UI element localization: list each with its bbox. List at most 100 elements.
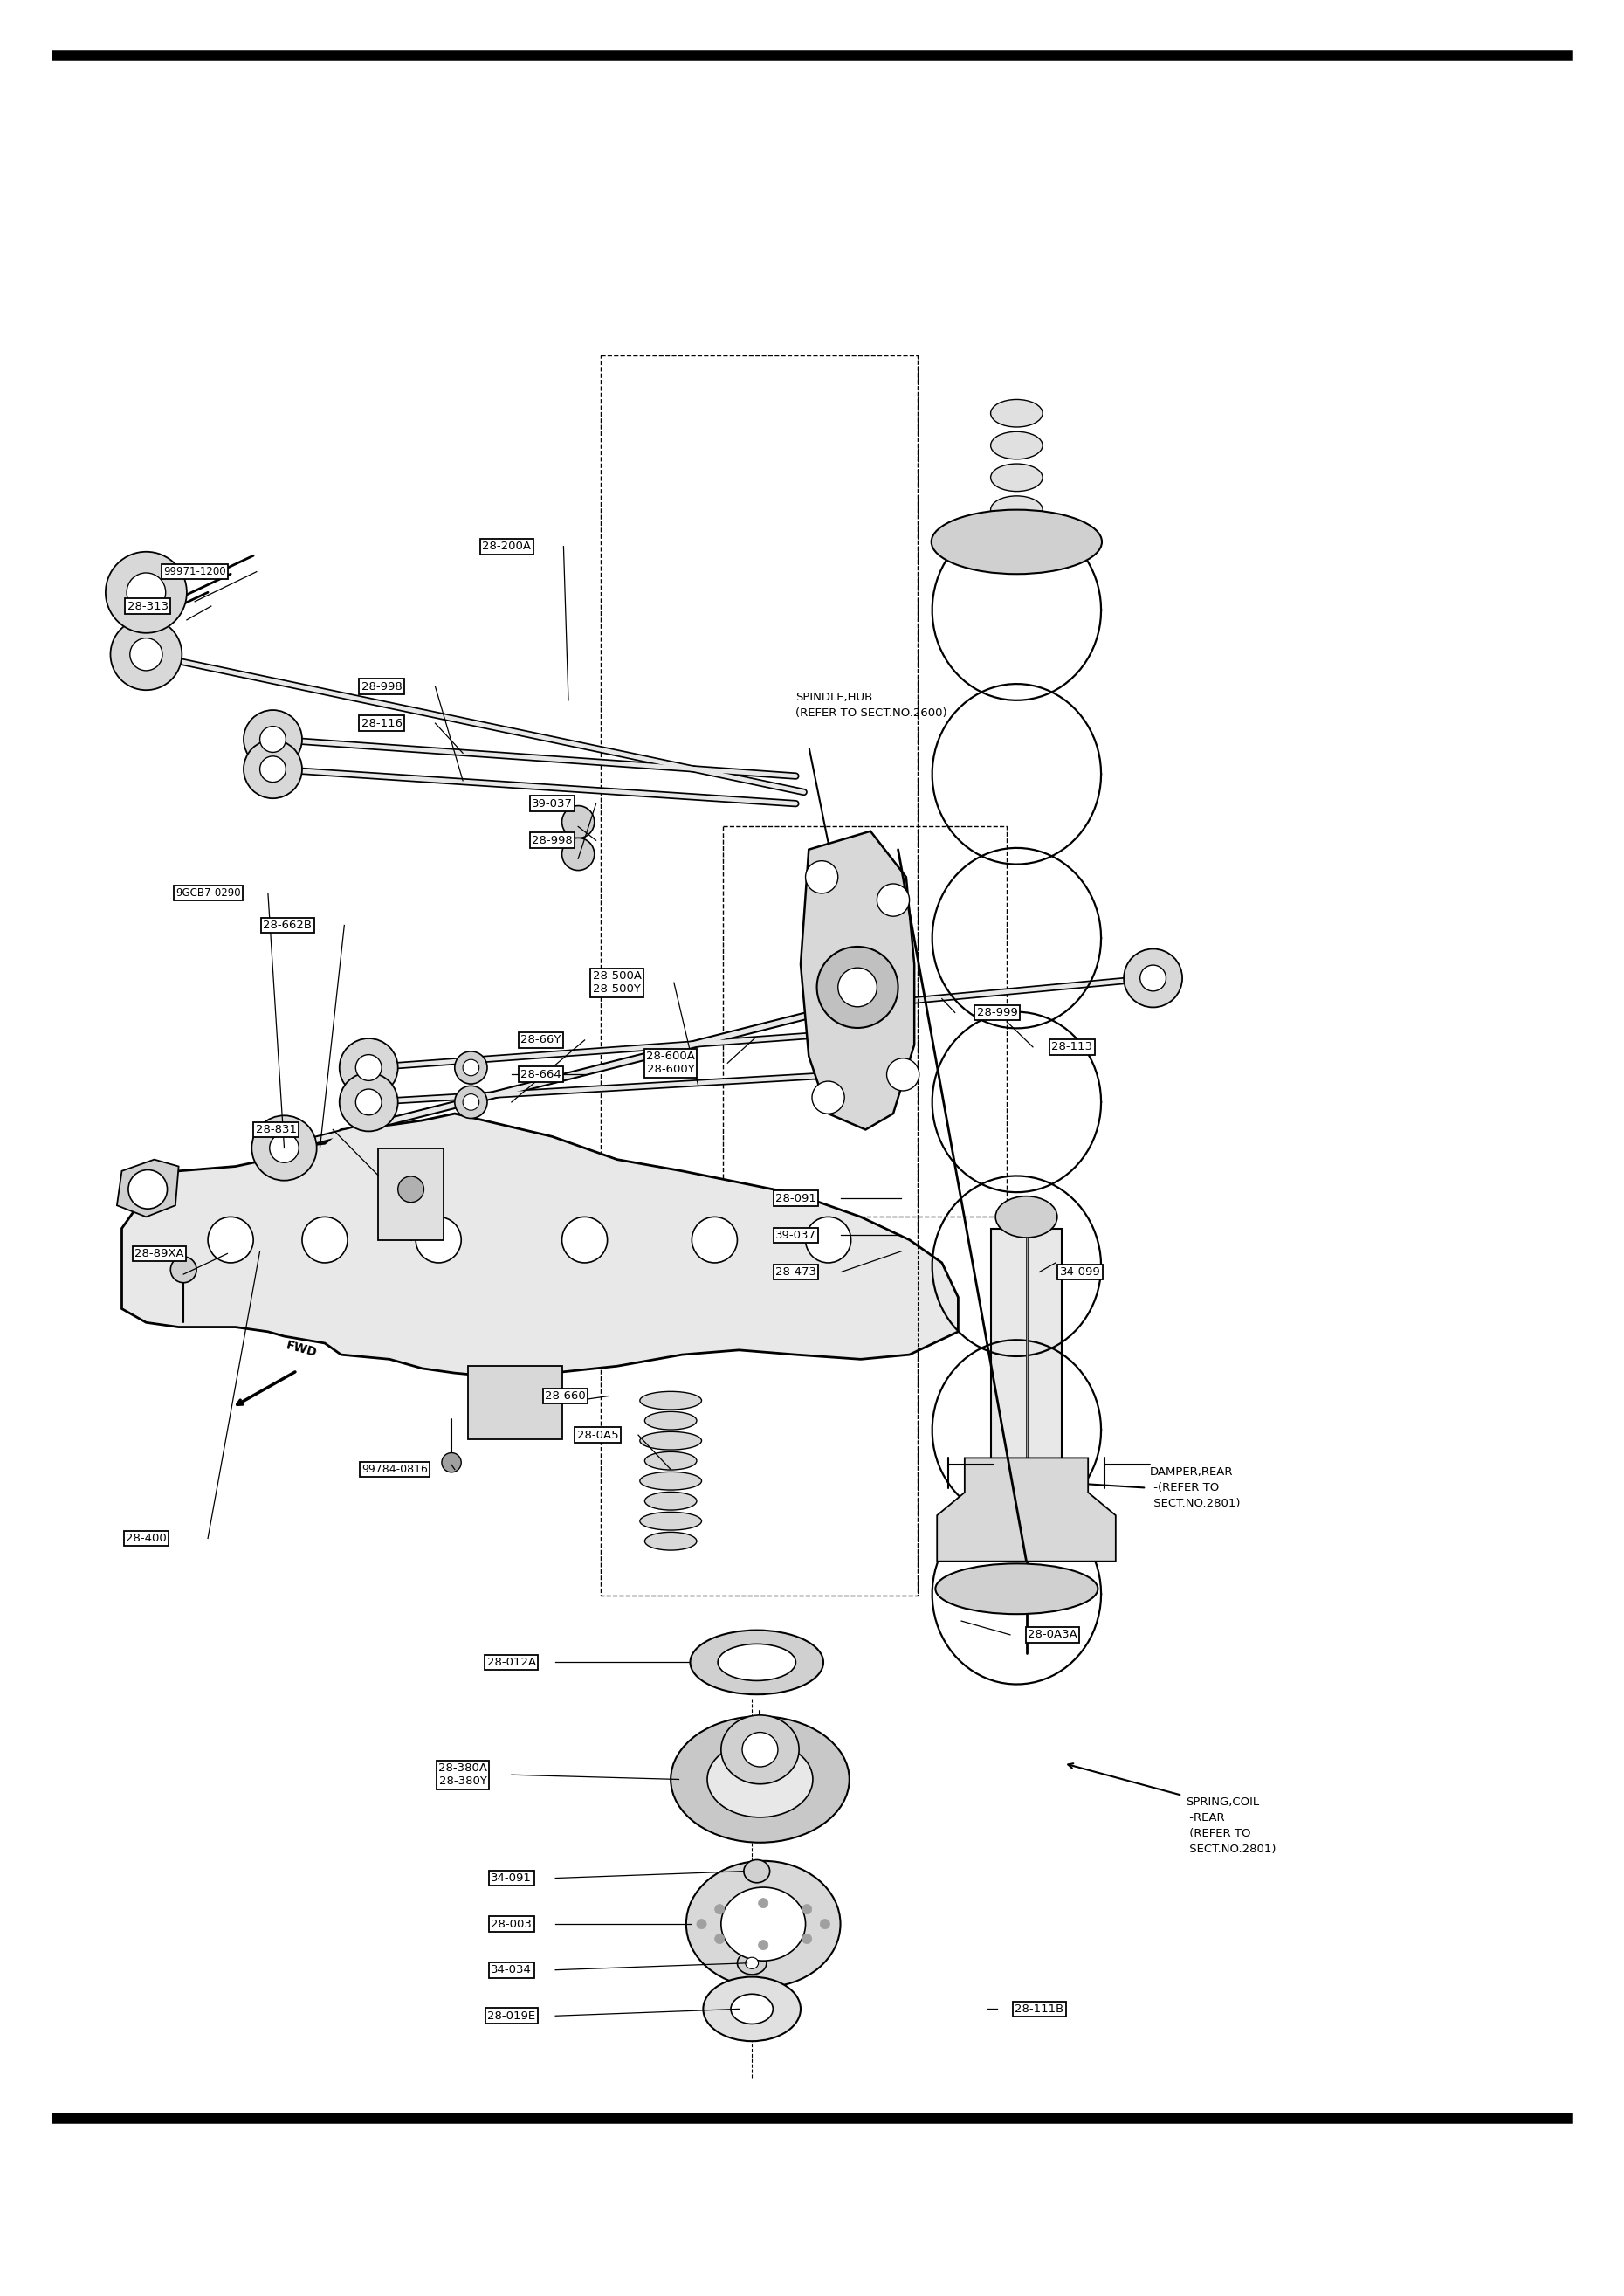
- Circle shape: [171, 1256, 197, 1283]
- Ellipse shape: [731, 1993, 773, 2025]
- Circle shape: [244, 709, 302, 769]
- Text: SPRING,COIL
 -REAR
 (REFER TO
 SECT.NO.2801): SPRING,COIL -REAR (REFER TO SECT.NO.2801…: [1186, 1795, 1276, 1855]
- Ellipse shape: [991, 464, 1043, 491]
- Text: 99971-1200: 99971-1200: [164, 567, 226, 576]
- Text: DAMPER,REAR
 -(REFER TO
 SECT.NO.2801): DAMPER,REAR -(REFER TO SECT.NO.2801): [1150, 1467, 1241, 1508]
- Ellipse shape: [562, 1217, 607, 1263]
- Text: 28-313: 28-313: [127, 602, 169, 611]
- Circle shape: [1140, 964, 1166, 992]
- Circle shape: [877, 884, 909, 916]
- Polygon shape: [801, 831, 914, 1130]
- Ellipse shape: [742, 1731, 778, 1768]
- Circle shape: [758, 1899, 768, 1908]
- Text: 28-66Y: 28-66Y: [521, 1035, 560, 1045]
- Text: 99784-0816: 99784-0816: [362, 1465, 427, 1474]
- Text: 9GCB7-0290: 9GCB7-0290: [175, 889, 240, 898]
- Text: 28-0A3A: 28-0A3A: [1028, 1630, 1077, 1639]
- Text: 39-037: 39-037: [531, 799, 573, 808]
- Text: 28-380A
28-380Y: 28-380A 28-380Y: [438, 1763, 487, 1786]
- Ellipse shape: [645, 1531, 697, 1550]
- Ellipse shape: [645, 1492, 697, 1511]
- Text: 28-998: 28-998: [361, 682, 403, 691]
- Circle shape: [455, 1052, 487, 1084]
- Ellipse shape: [640, 1513, 702, 1529]
- Circle shape: [130, 638, 162, 670]
- Circle shape: [802, 1933, 812, 1945]
- Ellipse shape: [416, 1217, 461, 1263]
- Text: 28-664: 28-664: [520, 1070, 562, 1079]
- Ellipse shape: [737, 1952, 767, 1975]
- Circle shape: [455, 1086, 487, 1118]
- Ellipse shape: [991, 496, 1043, 523]
- Circle shape: [758, 1940, 768, 1949]
- Text: 34-091: 34-091: [490, 1874, 533, 1883]
- Circle shape: [463, 1058, 479, 1077]
- Text: 28-89XA: 28-89XA: [135, 1249, 184, 1258]
- Polygon shape: [122, 1114, 958, 1378]
- Circle shape: [356, 1088, 382, 1116]
- Circle shape: [812, 1081, 844, 1114]
- Text: 28-111B: 28-111B: [1015, 2004, 1064, 2014]
- Circle shape: [442, 1453, 461, 1472]
- Ellipse shape: [692, 1217, 737, 1263]
- Ellipse shape: [935, 1564, 1098, 1614]
- Circle shape: [820, 1919, 830, 1929]
- Circle shape: [1124, 948, 1182, 1008]
- Ellipse shape: [991, 528, 1043, 556]
- Text: 28-662B: 28-662B: [263, 921, 312, 930]
- Text: 28-200A: 28-200A: [482, 542, 531, 551]
- Text: 28-998: 28-998: [531, 836, 573, 845]
- Bar: [991, 1228, 1062, 1504]
- Ellipse shape: [703, 1977, 801, 2041]
- Circle shape: [697, 1919, 706, 1929]
- Text: FWD: FWD: [284, 1339, 318, 1359]
- Ellipse shape: [640, 1391, 702, 1410]
- Text: 34-034: 34-034: [490, 1965, 533, 1975]
- Text: 28-116: 28-116: [361, 719, 403, 728]
- Circle shape: [339, 1072, 398, 1132]
- Circle shape: [806, 861, 838, 893]
- Text: 28-831: 28-831: [255, 1125, 297, 1134]
- Circle shape: [887, 1058, 919, 1091]
- Circle shape: [270, 1134, 299, 1162]
- Circle shape: [110, 618, 182, 691]
- Ellipse shape: [671, 1717, 849, 1841]
- Circle shape: [562, 838, 594, 870]
- Circle shape: [128, 1171, 167, 1208]
- Ellipse shape: [806, 1217, 851, 1263]
- Text: 28-0A5: 28-0A5: [577, 1430, 619, 1440]
- Ellipse shape: [991, 400, 1043, 427]
- Circle shape: [463, 1093, 479, 1111]
- Polygon shape: [117, 1159, 179, 1217]
- Text: 39-037: 39-037: [775, 1231, 817, 1240]
- Circle shape: [802, 1903, 812, 1915]
- Text: 28-999: 28-999: [976, 1008, 1018, 1017]
- Circle shape: [715, 1903, 724, 1915]
- Text: 28-500A
28-500Y: 28-500A 28-500Y: [593, 971, 641, 994]
- Circle shape: [356, 1054, 382, 1081]
- Text: 28-113: 28-113: [1051, 1042, 1093, 1052]
- Circle shape: [715, 1933, 724, 1945]
- Circle shape: [398, 1176, 424, 1203]
- Bar: [468, 1366, 562, 1440]
- Bar: [378, 1148, 443, 1240]
- Circle shape: [339, 1038, 398, 1097]
- Text: SPINDLE,HUB
(REFER TO SECT.NO.2600): SPINDLE,HUB (REFER TO SECT.NO.2600): [796, 691, 947, 719]
- Circle shape: [817, 946, 898, 1029]
- Circle shape: [562, 806, 594, 838]
- Ellipse shape: [645, 1412, 697, 1430]
- Text: 28-003: 28-003: [490, 1919, 533, 1929]
- Ellipse shape: [645, 1451, 697, 1469]
- Ellipse shape: [996, 1196, 1057, 1238]
- Text: 28-091: 28-091: [775, 1194, 817, 1203]
- Circle shape: [127, 574, 166, 611]
- Ellipse shape: [690, 1630, 823, 1694]
- Ellipse shape: [744, 1860, 770, 1883]
- Ellipse shape: [708, 1743, 814, 1818]
- Circle shape: [260, 726, 286, 753]
- Ellipse shape: [302, 1217, 348, 1263]
- Ellipse shape: [721, 1715, 799, 1784]
- Ellipse shape: [721, 1887, 806, 1961]
- Ellipse shape: [640, 1472, 702, 1490]
- Bar: [723, 827, 1007, 1217]
